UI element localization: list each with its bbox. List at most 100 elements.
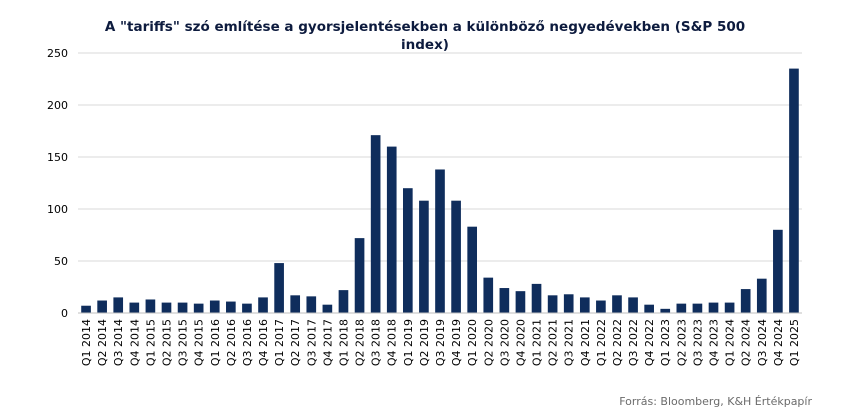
x-tick-label: Q4 2023 (708, 319, 721, 366)
source-note: Forrás: Bloomberg, K&H Értékpapír (619, 395, 812, 408)
bar (435, 169, 445, 313)
x-tick-label: Q3 2018 (370, 319, 383, 366)
x-tick-label: Q4 2020 (514, 319, 527, 366)
x-tick-label: Q1 2022 (595, 319, 608, 366)
bar (676, 303, 687, 313)
y-tick-label: 200 (47, 99, 68, 112)
bar (547, 295, 558, 313)
bar (81, 305, 91, 313)
x-tick-label: Q2 2019 (418, 319, 431, 366)
bar (596, 300, 606, 313)
x-tick-label: Q4 2017 (321, 319, 334, 366)
x-tick-label: Q1 2015 (144, 319, 157, 366)
bar (386, 146, 397, 313)
bar (258, 297, 268, 313)
bar (161, 302, 172, 313)
bar (129, 302, 140, 313)
chart-title-line-2: index) (401, 37, 449, 53)
bars (81, 68, 799, 313)
bar (193, 303, 204, 313)
bar (660, 308, 671, 313)
y-tick-label: 100 (47, 203, 68, 216)
x-tick-label: Q2 2023 (675, 319, 688, 366)
bar (740, 289, 751, 313)
x-tick-label: Q1 2020 (466, 319, 479, 366)
bar (370, 135, 381, 313)
x-tick-label: Q1 2018 (337, 319, 350, 366)
x-tick-label: Q2 2024 (740, 319, 753, 366)
x-tick-label: Q3 2024 (756, 319, 769, 366)
x-tick-label: Q2 2020 (482, 319, 495, 366)
bar (354, 238, 365, 313)
bar (274, 263, 284, 313)
x-tick-label: Q3 2023 (691, 319, 704, 366)
bar (773, 229, 783, 313)
bar (290, 295, 301, 313)
x-tick-label: Q1 2016 (209, 319, 222, 366)
x-tick-label: Q3 2016 (241, 319, 254, 366)
gridlines (78, 52, 802, 262)
bar (612, 295, 622, 313)
bar (467, 226, 478, 313)
bar (483, 277, 494, 313)
bar (338, 290, 349, 313)
bar (499, 288, 510, 313)
x-tick-label: Q2 2021 (547, 319, 560, 366)
bar (628, 297, 638, 313)
bar (692, 303, 703, 313)
bar (322, 304, 333, 313)
x-tick-label: Q3 2020 (498, 319, 511, 366)
bar (579, 297, 590, 313)
x-axis-ticks: Q1 2014 Q2 2014 Q3 2014 Q4 2014 Q1 2015 Q2 20… (80, 319, 801, 366)
bar (789, 68, 799, 313)
x-tick-label: Q3 2022 (627, 319, 640, 366)
x-tick-label: Q4 2014 (128, 319, 141, 366)
x-tick-label: Q1 2023 (659, 319, 672, 366)
bar (419, 200, 429, 313)
bar (563, 294, 574, 313)
chart-title-line-1: A "tariffs" szó említése a gyorsjelentés… (105, 19, 745, 35)
x-tick-label: Q4 2018 (386, 319, 399, 366)
x-tick-label: Q1 2025 (788, 319, 801, 366)
x-tick-label: Q3 2021 (563, 319, 576, 366)
y-tick-label: 250 (47, 47, 68, 60)
bar (756, 278, 767, 313)
x-tick-label: Q1 2014 (80, 319, 93, 366)
x-tick-label: Q4 2021 (579, 319, 592, 366)
y-tick-label: 150 (47, 151, 68, 164)
x-tick-label: Q1 2019 (402, 319, 415, 366)
bar (402, 188, 413, 313)
bar (242, 303, 252, 313)
bar (451, 200, 461, 313)
bar (644, 304, 654, 313)
bar (531, 283, 542, 313)
bar (515, 291, 526, 313)
bar (226, 301, 236, 313)
x-tick-label: Q2 2022 (611, 319, 624, 366)
x-tick-label: Q2 2018 (354, 319, 367, 366)
x-tick-label: Q2 2014 (96, 319, 109, 366)
bar (177, 302, 188, 313)
x-tick-label: Q4 2019 (450, 319, 463, 366)
x-tick-label: Q3 2015 (177, 319, 190, 366)
bar (113, 297, 124, 313)
y-axis-ticks: 0 50 100 150 200 250 (47, 47, 68, 320)
y-tick-label: 0 (61, 307, 68, 320)
bar (209, 300, 220, 313)
x-tick-label: Q3 2019 (434, 319, 447, 366)
y-tick-label: 50 (54, 255, 68, 268)
x-tick-label: Q1 2021 (531, 319, 544, 366)
x-tick-label: Q2 2015 (160, 319, 173, 366)
bar (724, 302, 735, 313)
x-tick-label: Q4 2022 (643, 319, 656, 366)
x-tick-label: Q3 2014 (112, 319, 125, 366)
x-tick-label: Q4 2016 (257, 319, 270, 366)
x-tick-label: Q4 2015 (193, 319, 206, 366)
bar (97, 300, 107, 313)
x-tick-label: Q2 2016 (225, 319, 238, 366)
x-tick-label: Q1 2024 (724, 319, 737, 366)
bar (708, 302, 719, 313)
bar (306, 296, 317, 313)
x-tick-label: Q1 2017 (273, 319, 286, 366)
